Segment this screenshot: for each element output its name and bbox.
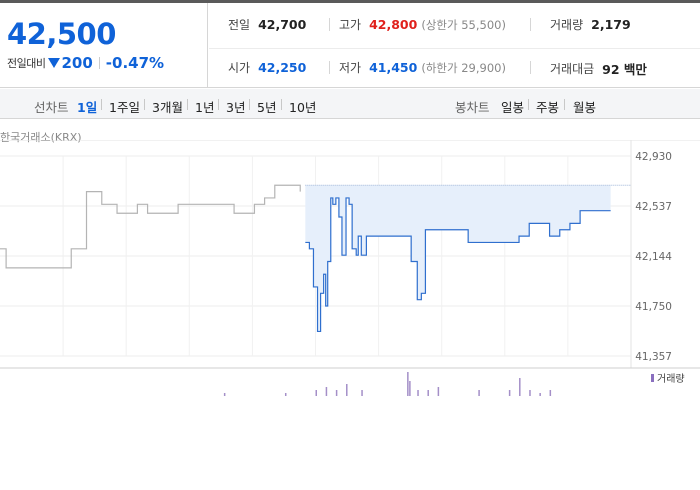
volume-bar: [346, 384, 348, 396]
y-tick-label: 42,537: [635, 201, 672, 213]
y-tick-label: 42,930: [635, 151, 672, 163]
stat-value: 42,250: [258, 60, 307, 75]
stat-separator: [329, 61, 330, 74]
period-separator: [187, 99, 188, 110]
candle-weekly[interactable]: 주봉: [536, 100, 560, 115]
period-separator: [249, 99, 250, 110]
upper-limit: (상한가 55,500): [421, 17, 506, 32]
change-amount: 200: [61, 54, 93, 72]
stat-label: 시가: [228, 61, 251, 75]
period-separator: [281, 99, 282, 110]
volume-bar: [519, 378, 521, 396]
today-price-line: [305, 197, 611, 333]
change-label: 전일대비: [7, 57, 46, 70]
stat-low: 저가 41,450 (하한가 29,900): [339, 59, 506, 76]
volume-legend-label: 거래량: [657, 373, 685, 385]
stat-label: 전일: [228, 18, 251, 32]
change-rate: -0.47%: [105, 54, 165, 72]
volume-bar: [437, 387, 440, 396]
volume-bar: [223, 393, 226, 396]
period-separator: [144, 99, 145, 110]
today-area-fill: [305, 185, 611, 332]
period-separator: [218, 99, 219, 110]
current-price: 42,500: [7, 17, 116, 51]
period-bar: 선차트 1일 1주일 3개월 1년 3년 5년 10년 봉차트 일봉 주봉 월봉: [0, 89, 700, 119]
volume-bar: [549, 390, 552, 396]
candle-chart-label: 봉차트: [455, 100, 490, 115]
period-separator: [101, 99, 102, 110]
period-separator: [528, 99, 529, 110]
y-tick-label: 42,144: [635, 251, 672, 263]
stat-turnover: 거래대금 92 백만: [550, 59, 647, 78]
volume-legend-swatch: [651, 374, 654, 382]
volume-bar: [508, 390, 511, 396]
stat-open: 시가 42,250: [228, 59, 306, 76]
stat-value: 42,800: [369, 17, 418, 32]
stat-value: 2,179: [591, 17, 631, 32]
period-1y[interactable]: 1년: [195, 100, 215, 115]
line-chart-label: 선차트: [34, 100, 69, 115]
volume-bar: [325, 387, 328, 396]
volume-bar: [335, 390, 338, 396]
stats-divider: [209, 48, 700, 49]
price-box: 42,500 전일대비 200 -0.47%: [0, 3, 208, 88]
top-rule: [0, 0, 700, 3]
change-divider: [98, 57, 100, 69]
stat-separator: [530, 61, 531, 74]
period-3y[interactable]: 3년: [226, 100, 246, 115]
y-tick-label: 41,750: [635, 301, 672, 313]
volume-bar: [284, 393, 287, 396]
volume-bar: [539, 393, 541, 396]
period-1w[interactable]: 1주일: [109, 100, 140, 115]
volume-bar: [409, 381, 411, 396]
volume-bar: [407, 372, 409, 396]
stat-value: 41,450: [369, 60, 418, 75]
exchange-label: 한국거래소(KRX): [0, 131, 82, 144]
period-3m[interactable]: 3개월: [152, 100, 183, 115]
period-separator: [564, 99, 565, 110]
change-row: 전일대비 200 -0.47%: [7, 54, 164, 72]
candle-monthly[interactable]: 월봉: [573, 100, 597, 115]
stat-separator: [530, 18, 531, 31]
volume-bar: [361, 390, 363, 396]
stat-prev-close: 전일 42,700: [228, 16, 306, 33]
volume-bar: [315, 390, 317, 396]
candle-daily[interactable]: 일봉: [501, 100, 525, 115]
quote-header: 42,500 전일대비 200 -0.47% 전일 42,700 고가 42,8…: [0, 3, 700, 88]
previous-day-line: [0, 184, 301, 269]
stat-label: 고가: [339, 18, 362, 32]
volume-bar: [478, 390, 480, 396]
stat-high: 고가 42,800 (상한가 55,500): [339, 16, 506, 33]
stat-label: 저가: [339, 61, 362, 75]
stat-value: 92 백만: [602, 62, 647, 77]
y-tick-label: 41,357: [635, 351, 672, 363]
stat-value: 42,700: [258, 17, 307, 32]
volume-bar: [529, 390, 531, 396]
period-10y[interactable]: 10년: [289, 100, 317, 115]
price-chart[interactable]: 42,930 42,537 42,144 41,750 41,357 거래량: [0, 140, 700, 400]
stat-label: 거래량: [550, 18, 584, 32]
stat-volume: 거래량 2,179: [550, 16, 631, 33]
volume-bar: [417, 390, 419, 396]
period-1d[interactable]: 1일: [77, 100, 98, 115]
lower-limit: (하한가 29,900): [421, 60, 506, 75]
period-5y[interactable]: 5년: [257, 100, 277, 115]
stat-label: 거래대금: [550, 62, 595, 76]
down-triangle-icon: [48, 58, 61, 68]
volume-bar: [427, 390, 429, 396]
stat-separator: [329, 18, 330, 31]
